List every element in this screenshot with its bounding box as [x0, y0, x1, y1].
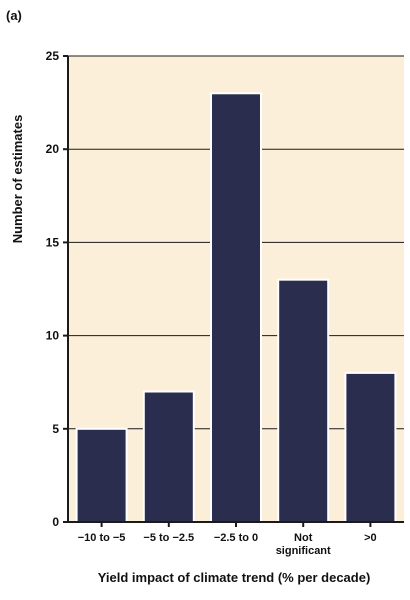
bar-1 — [142, 390, 195, 523]
y-tick-label: 10 — [46, 329, 60, 343]
y-tick-label: 5 — [52, 422, 59, 436]
y-tick-label: 15 — [46, 235, 60, 249]
x-category-label: −2.5 to 0 — [214, 532, 258, 544]
x-axis-title: Yield impact of climate trend (% per dec… — [98, 570, 371, 585]
panel-label: (a) — [6, 8, 22, 23]
bar-0 — [75, 427, 128, 523]
x-category-label: >0 — [364, 532, 377, 544]
y-axis: 0 5 10 15 20 25 — [46, 49, 69, 529]
x-category-label: Not significant — [276, 532, 331, 557]
bar-3 — [277, 278, 330, 523]
y-axis-title: Number of estimates — [10, 115, 25, 244]
y-tick-label: 25 — [46, 49, 60, 63]
y-tick-label: 20 — [46, 142, 60, 156]
x-axis: −10 to −5 −5 to −2.5 −2.5 to 0 Not significa… — [68, 521, 404, 557]
x-category-label: −10 to −5 — [78, 532, 126, 544]
bar-4 — [344, 371, 397, 523]
y-tick-label: 0 — [52, 515, 59, 529]
bars — [75, 92, 397, 523]
x-category-label: −5 to −2.5 — [143, 532, 194, 544]
bar-2 — [210, 92, 262, 523]
